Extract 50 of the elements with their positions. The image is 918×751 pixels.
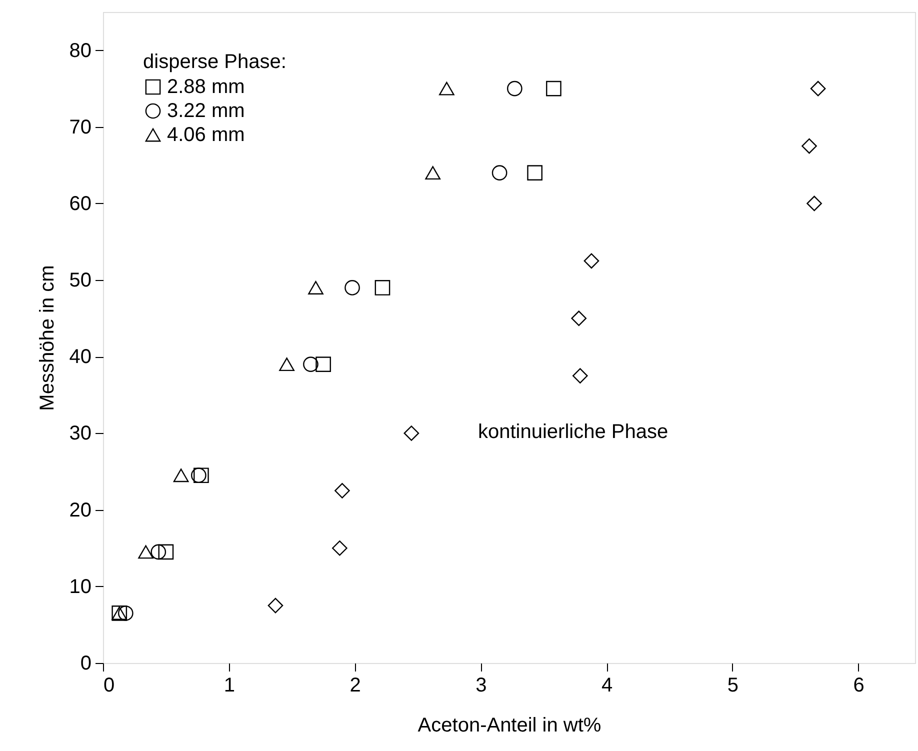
x-axis-title: Aceton-Anteil in wt% [418,714,602,736]
point [425,166,441,180]
y-tick-label: 40 [69,346,92,368]
point [584,253,600,269]
point [173,468,189,482]
x-tick-label: 5 [727,674,739,696]
point [303,356,318,372]
y-tick-label: 50 [69,270,92,292]
legend-label: 4.06 mm [167,124,245,146]
y-tick-label: 0 [80,652,92,674]
point [404,426,420,441]
point [506,80,522,96]
y-tick-label: 10 [69,576,92,598]
x-tick-label: 3 [476,674,487,696]
x-tick-label: 4 [602,674,613,696]
x-tick-label: 0 [104,674,115,696]
y-tick-label: 70 [69,116,92,138]
point [150,544,166,560]
annotation: kontinuierliche Phase [478,421,668,443]
x-tick-label: 2 [350,674,361,696]
y-axis-title: Messhöhe in cm [36,265,58,411]
point [546,80,562,96]
point [118,606,134,621]
point [158,544,174,560]
point [316,356,331,372]
legend-title: disperse Phase: [143,51,286,73]
y-tick-label: 80 [69,40,92,62]
y-tick-label: 20 [69,499,92,522]
point [810,80,826,96]
point [527,165,542,181]
legend-label: 3.22 mm [167,100,245,122]
point [332,540,348,556]
point [374,280,390,296]
point [308,280,324,294]
legend-label: 2.88 mm [167,76,245,98]
point [344,280,360,296]
x-tick-label: 6 [853,674,864,696]
y-tick-label: 60 [69,192,92,215]
point [572,368,588,384]
point [806,196,822,212]
point [439,82,454,96]
point [571,310,587,326]
y-tick-label: 30 [69,422,92,445]
point [492,165,508,180]
x-tick-label: 1 [224,674,235,696]
point [279,358,294,372]
point [334,483,350,498]
point [268,598,284,614]
point [802,138,817,154]
point [138,545,154,559]
